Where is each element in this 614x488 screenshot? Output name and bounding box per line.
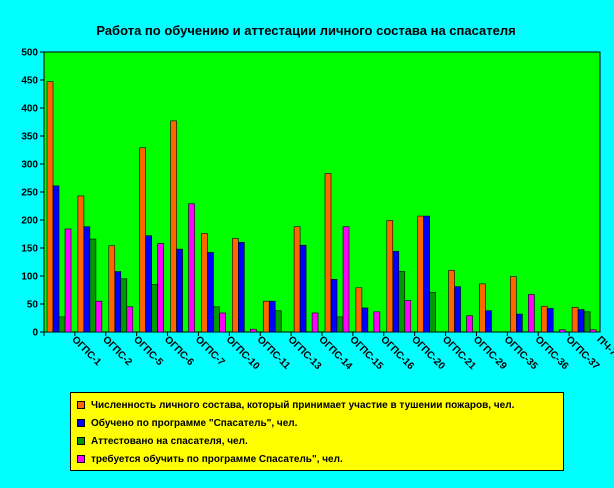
bar-s4-ОГПС-14 bbox=[311, 312, 319, 333]
bar-s3-ОГПС-5 bbox=[120, 278, 128, 333]
bar-s2-ОГПС-5 bbox=[114, 271, 122, 333]
bar-s3-ОГПС-2 bbox=[89, 238, 97, 333]
legend-label: требуется обучить по программе Спасатель… bbox=[91, 453, 343, 465]
bar-s2-ОГПС-10 bbox=[207, 252, 214, 333]
bar-s1-ОГПС-13 bbox=[262, 300, 270, 333]
x-category-label: ОГПС-5 bbox=[131, 334, 165, 368]
legend: Численность личного состава, который при… bbox=[70, 392, 564, 471]
y-tick-label: 400 bbox=[21, 104, 38, 115]
bar-s3-ПЧ-75 bbox=[583, 311, 591, 333]
y-tick-label: 350 bbox=[21, 132, 38, 143]
bar-s1-ОГПС-11 bbox=[232, 238, 239, 333]
y-axis: 0 50 100 150 200 250 300 350 400 450 500 bbox=[21, 48, 44, 339]
y-tick-label: 300 bbox=[21, 160, 38, 171]
bar-s1-ОГПС-5 bbox=[108, 245, 116, 333]
bar-s3-ОГПС-10 bbox=[213, 306, 220, 333]
bar-s1-ПЧ-75 bbox=[571, 307, 579, 333]
chart-title: Работа по обучению и аттестации личного … bbox=[96, 23, 515, 38]
y-tick-label: 250 bbox=[21, 188, 38, 199]
legend-item: Аттестовано на спасателя, чел. bbox=[77, 432, 557, 450]
bar-s1-ОГПС-2 bbox=[77, 195, 85, 333]
bar-s4-ОГПС-29 bbox=[466, 315, 473, 333]
bar-s3-ОГПС-20 bbox=[398, 271, 406, 333]
bar-s4-ПЧ-75 bbox=[589, 329, 597, 333]
bar-s4-ОГПС-11 bbox=[250, 328, 257, 333]
bar-s1-ОГПС-15 bbox=[324, 173, 332, 333]
legend-swatch bbox=[77, 437, 85, 445]
bar-s2-ОГПС-15 bbox=[330, 279, 338, 333]
y-tick-label: 500 bbox=[21, 48, 38, 59]
bar-s4-ОГПС-2 bbox=[95, 300, 103, 333]
bar-s1-ОГПС-16 bbox=[355, 287, 363, 333]
bar-s1-ОГПС-35 bbox=[479, 283, 486, 333]
legend-label: Численность личного состава, который при… bbox=[91, 399, 515, 411]
bar-s4-ОГПС-10 bbox=[219, 312, 226, 333]
bars-group bbox=[46, 81, 597, 333]
bar-s1-ОГПС-6 bbox=[139, 147, 146, 333]
bar-s2-ОГПС-13 bbox=[268, 300, 276, 333]
x-category-label: ОГПС-7 bbox=[193, 334, 227, 368]
bar-s3-ОГПС-21 bbox=[429, 291, 436, 333]
bar-s2-ОГПС-36 bbox=[516, 313, 523, 333]
bar-s1-ОГПС-29 bbox=[448, 270, 455, 333]
bar-s2-ОГПС-2 bbox=[83, 226, 91, 333]
bar-s2-ОГПС-20 bbox=[392, 251, 400, 333]
y-tick-label: 0 bbox=[32, 328, 38, 339]
bar-s1-ОГПС-21 bbox=[417, 215, 424, 333]
bar-s2-ОГПС-16 bbox=[361, 307, 369, 333]
y-tick-label: 50 bbox=[27, 300, 39, 311]
legend-swatch bbox=[77, 455, 85, 463]
bar-s1-ОГПС-36 bbox=[510, 276, 517, 333]
bar-s2-ОГПС-11 bbox=[238, 242, 245, 333]
bar-s2-ПЧ-75 bbox=[577, 309, 585, 333]
bar-s1-ОГПС-7 bbox=[170, 120, 177, 333]
bar-s4-ОГПС-5 bbox=[126, 306, 134, 333]
bar-s3-ОГПС-15 bbox=[336, 316, 344, 333]
legend-swatch bbox=[77, 419, 85, 427]
bar-s4-ОГПС-36 bbox=[528, 294, 535, 333]
legend-swatch bbox=[77, 401, 85, 409]
x-category-label: ОГПС-2 bbox=[100, 334, 134, 368]
bar-s3-ОГПС-6 bbox=[151, 284, 158, 333]
y-tick-label: 200 bbox=[21, 216, 38, 227]
x-category-label: ОГПС-1 bbox=[69, 334, 103, 368]
x-category-label: ПЧ-75 bbox=[594, 334, 614, 362]
bar-s2-ОГПС-29 bbox=[454, 286, 461, 333]
bar-s1-ОГПС-1 bbox=[46, 81, 54, 333]
bar-s2-ОГПС-37 bbox=[546, 308, 554, 333]
bar-s1-ОГПС-20 bbox=[386, 220, 394, 333]
bar-s2-ОГПС-21 bbox=[423, 215, 430, 333]
legend-item: требуется обучить по программе Спасатель… bbox=[77, 450, 557, 468]
bar-s4-ОГПС-37 bbox=[558, 329, 566, 333]
bar-s4-ОГПС-7 bbox=[188, 203, 195, 333]
plot-area bbox=[43, 51, 601, 333]
bar-s2-ОГПС-6 bbox=[145, 235, 152, 333]
bar-s1-ОГПС-37 bbox=[540, 305, 548, 333]
bar-s2-ОГПС-1 bbox=[52, 185, 60, 333]
bar-s4-ОГПС-6 bbox=[157, 243, 164, 333]
y-tick-label: 150 bbox=[21, 244, 38, 255]
bar-s4-ОГПС-16 bbox=[373, 311, 381, 333]
x-category-label: ОГПС-6 bbox=[162, 334, 196, 368]
bar-s4-ОГПС-20 bbox=[404, 300, 412, 333]
bar-s4-ОГПС-15 bbox=[342, 226, 350, 333]
legend-label: Обучено по программе "Спасатель", чел. bbox=[91, 417, 298, 429]
bar-s2-ОГПС-7 bbox=[176, 248, 183, 333]
bar-s1-ОГПС-14 bbox=[293, 226, 301, 333]
y-tick-label: 450 bbox=[21, 76, 38, 87]
legend-item: Численность личного состава, который при… bbox=[77, 396, 557, 414]
bar-s3-ОГПС-13 bbox=[274, 310, 282, 333]
legend-label: Аттестовано на спасателя, чел. bbox=[91, 435, 248, 447]
x-axis: ОГПС-1ОГПС-2ОГПС-5ОГПС-6ОГПС-7ОГПС-10ОГП… bbox=[43, 332, 614, 372]
bar-s3-ОГПС-1 bbox=[58, 316, 66, 333]
bar-s4-ОГПС-1 bbox=[64, 228, 72, 333]
bar-s2-ОГПС-14 bbox=[299, 244, 307, 333]
bar-s1-ОГПС-10 bbox=[201, 233, 208, 333]
bar-s2-ОГПС-35 bbox=[485, 310, 492, 333]
y-tick-label: 100 bbox=[21, 272, 38, 283]
legend-item: Обучено по программе "Спасатель", чел. bbox=[77, 414, 557, 432]
